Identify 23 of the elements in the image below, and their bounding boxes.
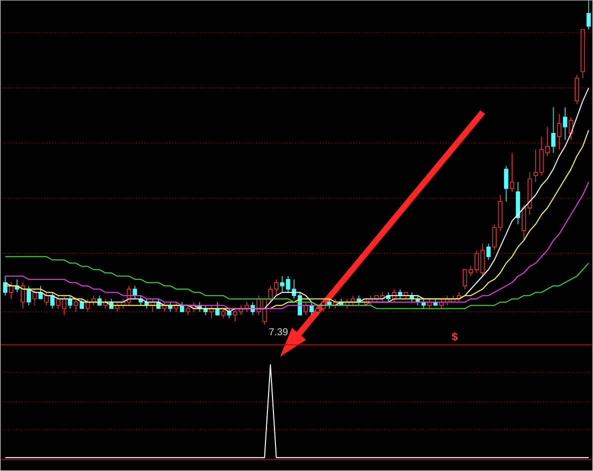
candlestick: [586, 0, 591, 30]
candlestick: [580, 29, 585, 79]
text: $: [452, 332, 458, 342]
candlestick: [221, 308, 226, 319]
candlestick: [32, 288, 37, 306]
candlestick: [504, 166, 508, 202]
candlestick: [26, 286, 31, 306]
candlestick: [50, 292, 54, 310]
candlestick: [44, 292, 49, 306]
candlestick: [545, 126, 550, 157]
candlestick: [510, 152, 514, 192]
candlestick: [315, 305, 320, 316]
candlestick: [86, 298, 90, 312]
candlestick: [516, 182, 520, 225]
candlestick: [574, 74, 580, 105]
candlestick: [551, 107, 556, 154]
candlestick: [74, 298, 78, 312]
candlestick: [486, 244, 491, 260]
text: 7.39: [269, 328, 288, 336]
candlestick: [232, 308, 238, 322]
candlestick: [227, 308, 232, 319]
candlestick: [80, 298, 84, 310]
candlestick: [557, 114, 562, 150]
